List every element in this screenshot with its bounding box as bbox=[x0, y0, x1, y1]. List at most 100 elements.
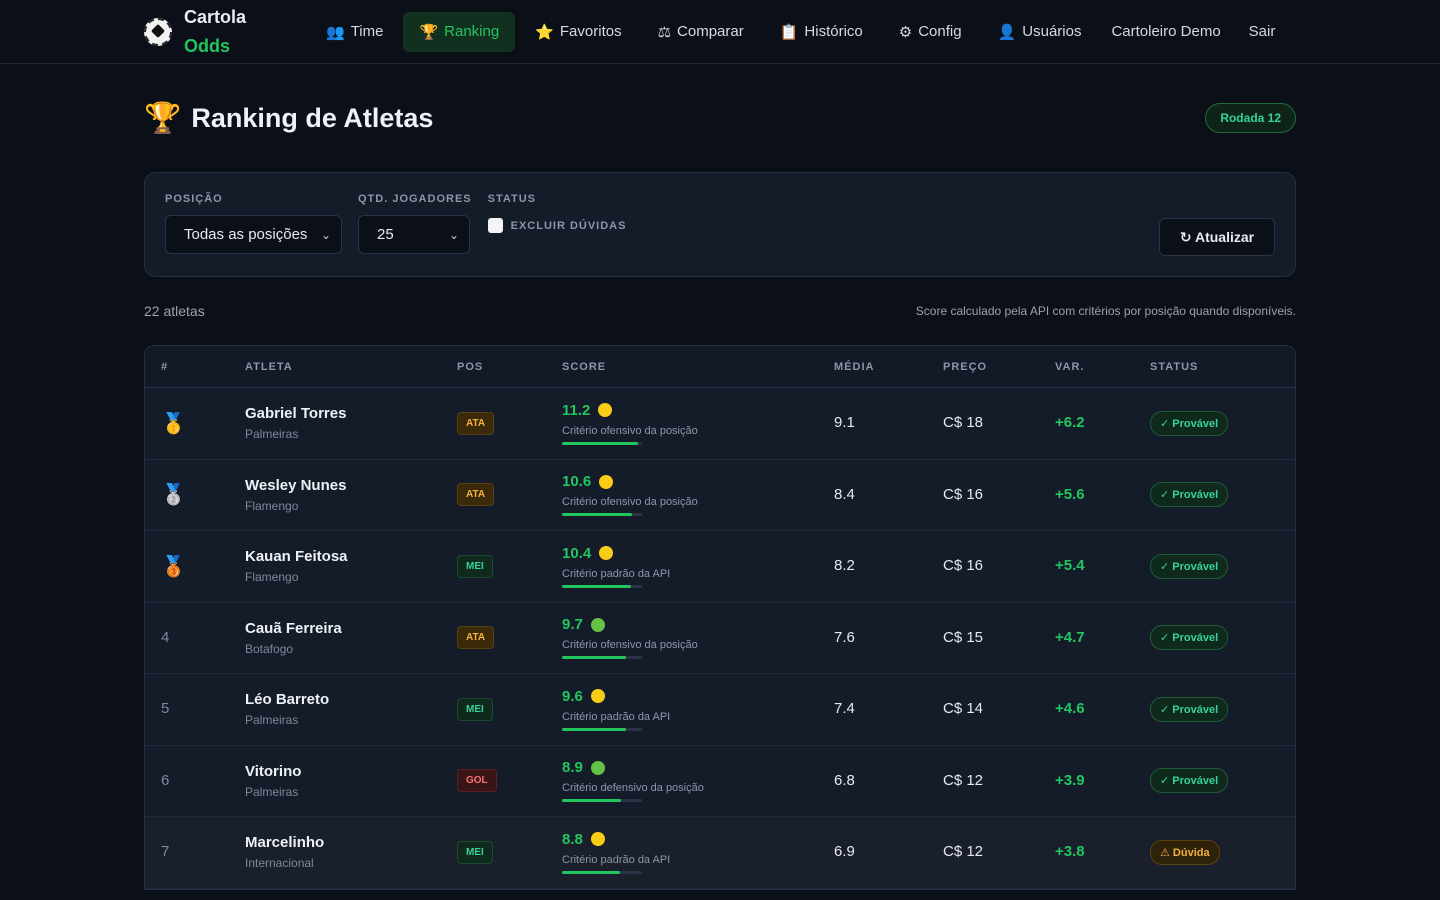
user-menu[interactable]: Cartoleiro Demo bbox=[1111, 23, 1221, 40]
average-value: 8.4 bbox=[834, 485, 855, 503]
nav-item-label: Ranking bbox=[444, 23, 500, 40]
bronze-medal-icon: 🥉 bbox=[161, 555, 186, 578]
status-badge: ✓ Provável bbox=[1150, 625, 1229, 651]
table-row[interactable]: 4 Cauã Ferreira Botafogo ATA 9.7 Critério ofe… bbox=[145, 603, 1295, 674]
refresh-button[interactable]: ↻ Atualizar bbox=[1159, 218, 1275, 256]
score-bar bbox=[562, 656, 642, 660]
header-rank[interactable]: # bbox=[161, 360, 169, 373]
variation-value: +5.6 bbox=[1055, 485, 1085, 503]
score-bar bbox=[562, 513, 642, 517]
nav-item-usuarios[interactable]: 👤 Usuários bbox=[982, 12, 1098, 52]
athlete-name[interactable]: Wesley Nunes bbox=[245, 476, 347, 494]
score-indicator-dot bbox=[599, 474, 614, 489]
variation-value: +4.6 bbox=[1055, 700, 1085, 718]
header-price[interactable]: PREÇO bbox=[943, 360, 988, 373]
team-icon: 👥 bbox=[326, 23, 345, 41]
gold-medal-icon: 🥇 bbox=[161, 412, 186, 435]
user-icon: 👤 bbox=[997, 23, 1017, 41]
trophy-icon: 🏆 bbox=[144, 101, 182, 135]
score-value: 8.9 bbox=[562, 759, 583, 777]
header-position[interactable]: POS bbox=[457, 360, 484, 373]
score-value: 11.2 bbox=[562, 401, 591, 419]
app-logo[interactable]: Cartola Odds bbox=[144, 3, 310, 61]
score-bar-fill bbox=[562, 656, 626, 660]
status-badge: ✓ Provável bbox=[1150, 696, 1229, 722]
nav-item-favoritos[interactable]: ⭐ Favoritos bbox=[519, 12, 637, 52]
page-title-text: Ranking de Atletas bbox=[191, 102, 434, 133]
athlete-name[interactable]: Kauan Feitosa bbox=[245, 548, 348, 566]
average-value: 6.8 bbox=[834, 771, 855, 789]
nav-item-label: Comparar bbox=[677, 23, 744, 40]
nav-item-ranking[interactable]: 🏆 Ranking bbox=[403, 11, 516, 52]
header-athlete[interactable]: ATLETA bbox=[245, 360, 293, 373]
score-indicator-dot bbox=[590, 832, 605, 847]
exclude-doubts-checkbox[interactable] bbox=[487, 218, 503, 233]
score-bar bbox=[562, 799, 642, 803]
athlete-name[interactable]: Vitorino bbox=[245, 762, 302, 780]
header-variation[interactable]: VAR. bbox=[1055, 360, 1085, 373]
average-value: 8.2 bbox=[834, 557, 855, 575]
status-badge: ✓ Provável bbox=[1150, 482, 1229, 508]
status-badge: ⚠ Dúvida bbox=[1150, 839, 1220, 865]
athlete-name[interactable]: Cauã Ferreira bbox=[245, 619, 342, 637]
athlete-club: Palmeiras bbox=[245, 713, 299, 728]
status-badge: ✓ Provável bbox=[1150, 410, 1229, 436]
status-filter-label: STATUS bbox=[487, 193, 536, 205]
variation-value: +3.8 bbox=[1055, 843, 1085, 861]
position-filter-label: POSIÇÃO bbox=[165, 193, 223, 205]
nav-item-historico[interactable]: 📋 Histórico bbox=[764, 12, 879, 52]
clipboard-icon: 📋 bbox=[779, 23, 799, 41]
score-bar bbox=[562, 727, 642, 731]
score-criterion: Critério defensivo da posição bbox=[562, 782, 704, 795]
score-bar-fill bbox=[562, 799, 622, 803]
position-badge: ATA bbox=[457, 411, 495, 435]
score-value: 9.6 bbox=[562, 687, 583, 705]
position-select[interactable]: Todas as posições ⌄ bbox=[165, 215, 342, 254]
athlete-name[interactable]: Marcelinho bbox=[245, 834, 325, 852]
nav-item-label: Time bbox=[350, 23, 384, 40]
header-average[interactable]: MÉDIA bbox=[834, 360, 875, 373]
athlete-name[interactable]: Léo Barreto bbox=[245, 691, 330, 709]
score-bar-fill bbox=[562, 441, 638, 445]
rank-number: 6 bbox=[161, 771, 170, 789]
nav-item-config[interactable]: ⚙ Config bbox=[883, 12, 978, 52]
average-value: 6.9 bbox=[834, 843, 855, 861]
position-badge: GOL bbox=[457, 769, 497, 793]
nav-item-comparar[interactable]: ⚖ Comparar bbox=[642, 12, 760, 52]
rank-number: 5 bbox=[161, 700, 170, 718]
table-header: # ATLETA POS SCORE MÉDIA PREÇO VAR. STAT… bbox=[145, 346, 1295, 388]
price-value: C$ 15 bbox=[943, 628, 984, 646]
score-bar-fill bbox=[562, 870, 620, 874]
table-row[interactable]: 🥇 Gabriel Torres Palmeiras ATA 11.2 Critério … bbox=[145, 388, 1295, 460]
score-value: 10.6 bbox=[562, 473, 592, 491]
logout-link[interactable]: Sair bbox=[1248, 23, 1276, 40]
header-status[interactable]: STATUS bbox=[1150, 360, 1199, 373]
score-indicator-dot bbox=[590, 689, 605, 704]
gear-icon: ⚙ bbox=[898, 23, 913, 41]
nav-item-label: Histórico bbox=[804, 23, 863, 40]
score-value: 10.4 bbox=[562, 544, 592, 562]
score-bar-fill bbox=[562, 513, 633, 517]
quantity-select-value: 25 bbox=[377, 226, 394, 243]
quantity-filter-label: QTD. JOGADORES bbox=[358, 193, 472, 205]
rank-number: 4 bbox=[161, 628, 170, 646]
athlete-name[interactable]: Gabriel Torres bbox=[245, 405, 347, 423]
table-row[interactable]: 6 Vitorino Palmeiras GOL 8.9 Critério defensi… bbox=[145, 746, 1295, 817]
table-row[interactable]: 🥉 Kauan Feitosa Flamengo MEI 10.4 Critério pa… bbox=[145, 531, 1295, 603]
header-score[interactable]: SCORE bbox=[562, 360, 607, 373]
table-row[interactable]: 5 Léo Barreto Palmeiras MEI 9.6 Critério padr… bbox=[145, 674, 1295, 746]
price-value: C$ 18 bbox=[943, 414, 984, 432]
soccer-ball-icon bbox=[144, 17, 172, 46]
page-title: 🏆 Ranking de Atletas bbox=[144, 101, 433, 136]
average-value: 7.4 bbox=[834, 700, 855, 718]
top-navbar: Cartola Odds 👥 Time 🏆 Ranking ⭐ Favoritos ⚖ Com… bbox=[0, 0, 1440, 64]
table-row[interactable]: 🥈 Wesley Nunes Flamengo ATA 10.6 Critério ofe… bbox=[145, 460, 1295, 531]
filters-panel: POSIÇÃO Todas as posições ⌄ QTD. JOGADOR… bbox=[144, 172, 1296, 277]
status-badge: ✓ Provável bbox=[1150, 768, 1229, 794]
table-row[interactable]: 7 Marcelinho Internacional MEI 8.8 Critério p… bbox=[145, 817, 1295, 889]
score-criterion: Critério ofensivo da posição bbox=[562, 496, 698, 509]
quantity-select[interactable]: 25 ⌄ bbox=[358, 215, 470, 254]
average-value: 9.1 bbox=[834, 414, 855, 432]
nav-item-time[interactable]: 👥 Time bbox=[310, 12, 399, 52]
position-badge: MEI bbox=[457, 554, 493, 578]
